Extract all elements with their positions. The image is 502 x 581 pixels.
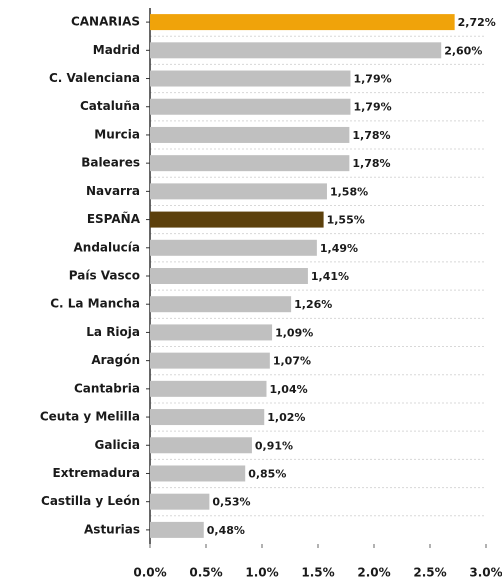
bar: [150, 324, 273, 341]
y-tick-label: Madrid: [93, 43, 140, 57]
value-label: 0,48%: [207, 524, 245, 537]
bar: [150, 14, 455, 31]
value-label: 1,41%: [311, 270, 349, 283]
y-tick-label: Galicia: [95, 438, 141, 452]
x-tick-label: 3.0%: [469, 566, 502, 580]
x-tick-label: 1.0%: [245, 566, 278, 580]
bar: [150, 70, 351, 87]
y-tick-label: Aragón: [91, 353, 140, 367]
value-label: 1,58%: [330, 185, 368, 198]
bar: [150, 183, 327, 200]
bar: [150, 126, 350, 143]
bar: [150, 155, 350, 172]
value-label: 1,07%: [273, 355, 311, 368]
y-tick-label: Navarra: [86, 184, 140, 198]
y-tick-label: ESPAÑA: [87, 211, 141, 226]
y-tick-label: Cantabria: [74, 381, 140, 395]
y-tick-label: Baleares: [81, 156, 140, 170]
bar: [150, 437, 252, 454]
x-tick-label: 0.5%: [189, 566, 222, 580]
bar: [150, 380, 267, 397]
bar: [150, 211, 324, 228]
y-tick-label: Castilla y León: [41, 494, 140, 508]
y-tick-label: Cataluña: [80, 99, 140, 113]
value-label: 1,78%: [352, 129, 390, 142]
x-tick-label: 2.5%: [413, 566, 446, 580]
value-label: 1,04%: [269, 383, 307, 396]
x-tick-label: 2.0%: [357, 566, 390, 580]
x-tick-label: 1.5%: [301, 566, 334, 580]
y-tick-label: Ceuta y Melilla: [40, 410, 140, 424]
bar: [150, 239, 317, 256]
bar: [150, 493, 210, 510]
value-label: 0,91%: [255, 439, 293, 452]
value-label: 0,53%: [212, 496, 250, 509]
value-label: 1,79%: [353, 101, 391, 114]
y-tick-label: Asturias: [84, 522, 140, 536]
y-tick-label: C. La Mancha: [50, 297, 140, 311]
y-tick-label: La Rioja: [86, 325, 140, 339]
y-tick-label: Andalucía: [74, 240, 141, 254]
value-label: 1,49%: [320, 242, 358, 255]
bar: [150, 98, 351, 115]
bar: [150, 465, 246, 482]
value-label: 2,72%: [458, 16, 496, 29]
bar: [150, 409, 265, 426]
value-label: 1,79%: [353, 73, 391, 86]
value-label: 1,26%: [294, 298, 332, 311]
y-tick-label: Murcia: [94, 127, 140, 141]
y-tick-label: País Vasco: [69, 269, 140, 283]
bar: [150, 42, 442, 59]
y-tick-label: Extremadura: [53, 466, 140, 480]
value-label: 1,55%: [327, 214, 365, 227]
x-tick-label: 0.0%: [133, 566, 166, 580]
value-label: 0,85%: [248, 467, 286, 480]
bar: [150, 296, 292, 313]
bar: [150, 521, 204, 538]
bar: [150, 268, 308, 284]
bar: [150, 352, 270, 369]
y-tick-label: C. Valenciana: [49, 71, 140, 85]
y-tick-label: CANARIAS: [71, 15, 140, 29]
value-label: 1,09%: [275, 326, 313, 339]
value-label: 1,78%: [352, 157, 390, 170]
value-label: 1,02%: [267, 411, 305, 424]
value-label: 2,60%: [444, 44, 482, 57]
